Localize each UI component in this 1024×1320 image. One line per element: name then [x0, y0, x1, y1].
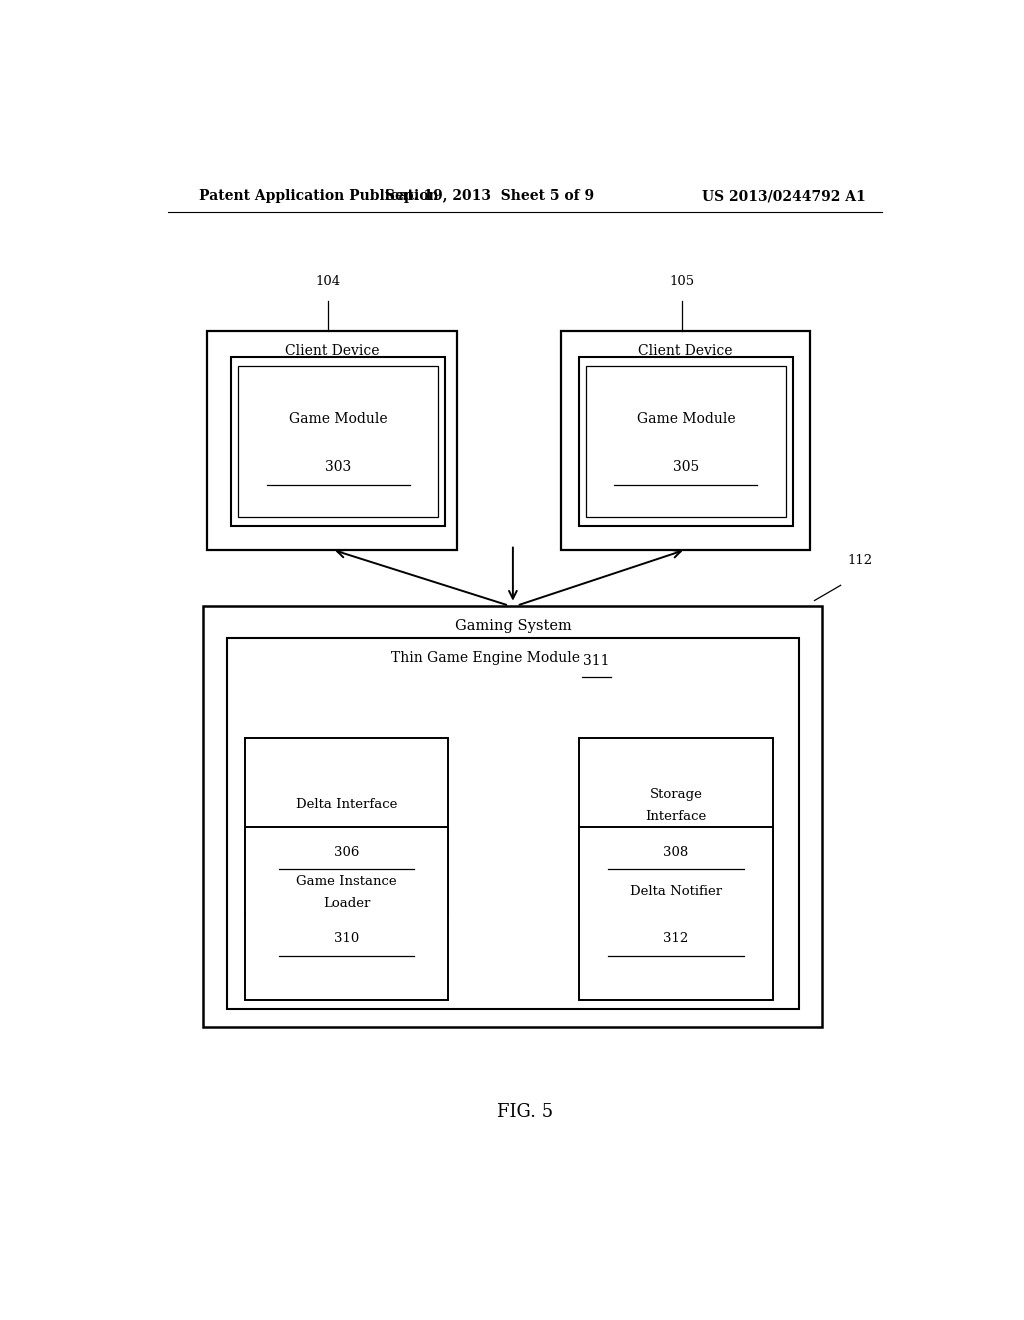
- Text: 303: 303: [326, 459, 351, 474]
- Bar: [579, 738, 773, 916]
- Text: Thin Game Engine Module: Thin Game Engine Module: [390, 651, 580, 665]
- Text: 306: 306: [334, 846, 359, 858]
- Bar: [560, 331, 811, 549]
- Text: 104: 104: [315, 276, 341, 289]
- Text: Client Device: Client Device: [285, 345, 380, 359]
- Text: Patent Application Publication: Patent Application Publication: [200, 189, 439, 203]
- Text: Gaming System: Gaming System: [455, 619, 571, 632]
- Text: 310: 310: [334, 932, 359, 945]
- Text: Game Instance: Game Instance: [296, 875, 397, 887]
- Text: Interface: Interface: [645, 810, 707, 822]
- Text: Game Module: Game Module: [289, 412, 388, 426]
- Text: Client Device: Client Device: [638, 345, 733, 359]
- Bar: [227, 638, 799, 1008]
- Text: 308: 308: [664, 846, 688, 858]
- Text: 105: 105: [669, 276, 694, 289]
- Text: Delta Notifier: Delta Notifier: [630, 884, 722, 898]
- Bar: [579, 356, 793, 527]
- Bar: [246, 828, 447, 1001]
- Text: 112: 112: [848, 554, 873, 568]
- Text: Storage: Storage: [649, 788, 702, 801]
- Bar: [586, 366, 785, 517]
- Bar: [579, 828, 773, 1001]
- Text: 311: 311: [583, 655, 609, 668]
- Text: Game Module: Game Module: [637, 412, 735, 426]
- Bar: [204, 606, 822, 1027]
- Text: Loader: Loader: [323, 896, 371, 909]
- Bar: [231, 356, 445, 527]
- Text: Delta Interface: Delta Interface: [296, 797, 397, 810]
- Text: US 2013/0244792 A1: US 2013/0244792 A1: [702, 189, 866, 203]
- Text: 312: 312: [664, 932, 688, 945]
- Text: FIG. 5: FIG. 5: [497, 1102, 553, 1121]
- Bar: [239, 366, 438, 517]
- Bar: [246, 738, 447, 916]
- Bar: [207, 331, 458, 549]
- Text: 305: 305: [673, 459, 699, 474]
- Text: Sep. 19, 2013  Sheet 5 of 9: Sep. 19, 2013 Sheet 5 of 9: [385, 189, 594, 203]
